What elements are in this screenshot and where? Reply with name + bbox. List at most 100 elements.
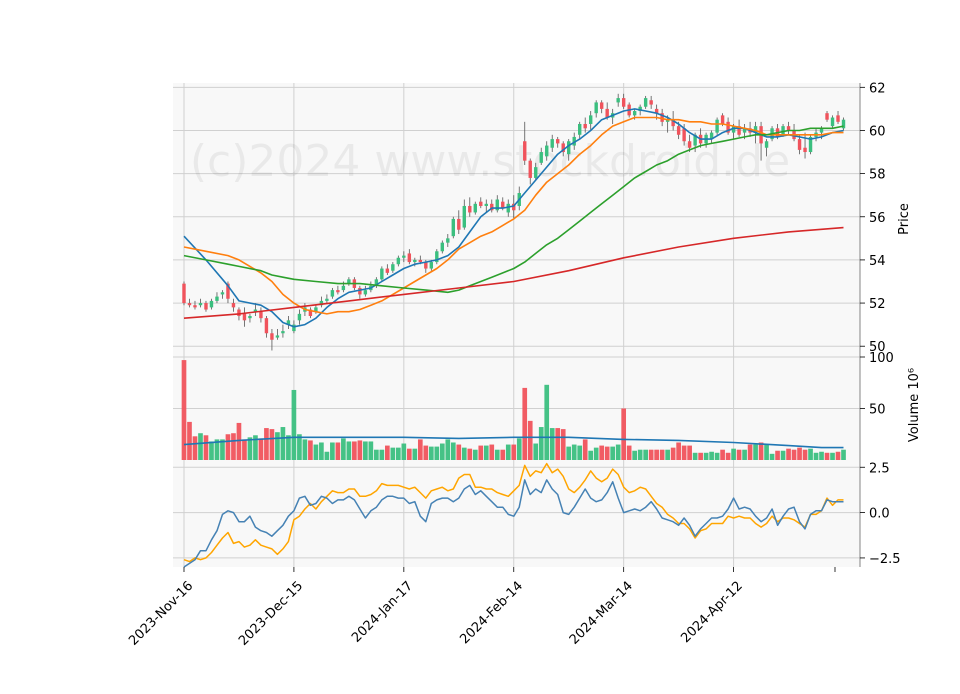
candle-down bbox=[797, 139, 802, 150]
volume-bar-down bbox=[621, 408, 627, 460]
candle-down bbox=[193, 305, 197, 308]
volume-bar-up bbox=[665, 449, 670, 460]
candle-down bbox=[726, 121, 730, 133]
volume-bar-down bbox=[225, 434, 231, 460]
volume-bar-up bbox=[742, 449, 747, 460]
volume-bar-down bbox=[527, 420, 533, 460]
x-tick-label: 2023-Nov-16 bbox=[126, 579, 196, 649]
candle-down bbox=[605, 108, 609, 118]
volume-axis-label: Volume 10⁶ bbox=[907, 368, 922, 442]
candle-up bbox=[495, 199, 499, 211]
volume-average-line bbox=[183, 436, 844, 449]
volume-bar-down bbox=[423, 445, 429, 460]
volume-bar-down bbox=[385, 445, 390, 460]
candle-up bbox=[643, 98, 648, 107]
volume-bar-up bbox=[450, 442, 456, 460]
candle-down bbox=[660, 113, 664, 122]
candle-down bbox=[649, 100, 653, 105]
volume-bar-up bbox=[780, 450, 786, 460]
volume-bar-up bbox=[253, 435, 258, 460]
volume-bar-down bbox=[648, 449, 654, 460]
candle-up bbox=[325, 298, 329, 301]
candle-up bbox=[808, 136, 813, 153]
candle-down bbox=[270, 333, 274, 340]
y-tick-label: 52 bbox=[869, 297, 886, 312]
volume-bar-up bbox=[538, 427, 544, 460]
candle-up bbox=[753, 126, 758, 133]
y-tick-label: 60 bbox=[869, 124, 886, 139]
volume-bar-up bbox=[516, 438, 522, 460]
volume-bar-down bbox=[231, 433, 236, 460]
volume-bar-up bbox=[379, 449, 385, 460]
volume-bar-up bbox=[505, 444, 511, 460]
candle-up bbox=[275, 335, 280, 338]
volume-bar-down bbox=[626, 445, 632, 460]
volume-bar-down bbox=[489, 444, 495, 460]
candle-up bbox=[731, 126, 736, 133]
candle-down bbox=[385, 268, 390, 273]
x-tick-label: 2024-Apr-12 bbox=[678, 579, 745, 646]
candle-up bbox=[588, 115, 593, 124]
candle-up bbox=[830, 117, 835, 127]
candle-up bbox=[841, 119, 846, 129]
candle-down bbox=[457, 218, 461, 230]
volume-bar-up bbox=[428, 446, 434, 460]
candle-down bbox=[204, 303, 208, 310]
volume-bar-up bbox=[764, 444, 769, 460]
candle-up bbox=[380, 268, 384, 280]
volume-bar-down bbox=[269, 429, 275, 460]
candle-down bbox=[528, 160, 532, 178]
candle-up bbox=[391, 264, 395, 271]
candle-up bbox=[638, 106, 642, 112]
volume-bar-up bbox=[439, 443, 445, 460]
volume-bar-down bbox=[467, 448, 473, 460]
moving-average-line-ma-slow bbox=[183, 125, 844, 294]
candle-down bbox=[226, 283, 230, 299]
volume-bar-up bbox=[324, 451, 330, 460]
candle-down bbox=[720, 115, 725, 124]
candle-up bbox=[297, 313, 302, 321]
oscillator-line-osc-blue bbox=[183, 479, 844, 568]
candle-up bbox=[594, 102, 598, 114]
candle-down bbox=[187, 303, 192, 306]
x-tick-label: 2024-Feb-14 bbox=[457, 579, 526, 648]
volume-bar-up bbox=[291, 389, 297, 460]
candle-down bbox=[599, 102, 604, 109]
volume-bar-down bbox=[335, 442, 341, 460]
y-tick-label: 56 bbox=[869, 211, 886, 226]
candle-up bbox=[253, 309, 258, 312]
volume-bar-up bbox=[637, 449, 643, 460]
volume-bar-down bbox=[775, 450, 780, 460]
volume-bar-up bbox=[461, 447, 467, 460]
volume-bar-down bbox=[456, 444, 462, 460]
candle-up bbox=[292, 324, 296, 332]
candle-up bbox=[781, 126, 785, 135]
volume-bar-down bbox=[802, 449, 808, 460]
volume-bar-up bbox=[703, 452, 709, 460]
candle-up bbox=[341, 285, 346, 291]
price-axis-label: Price bbox=[897, 203, 912, 235]
candle-down bbox=[242, 313, 247, 321]
volume-bar-down bbox=[725, 452, 731, 460]
candle-up bbox=[709, 132, 714, 140]
candle-down bbox=[556, 139, 560, 144]
volume-bar-up bbox=[593, 447, 599, 460]
volume-bar-down bbox=[824, 452, 830, 460]
candle-down bbox=[654, 108, 659, 114]
y-tick-label: 2.5 bbox=[869, 461, 890, 476]
osc-panel-background bbox=[173, 460, 860, 567]
candle-up bbox=[462, 205, 466, 228]
volume-bar-up bbox=[434, 446, 440, 460]
candle-up bbox=[446, 238, 450, 243]
volume-bar-up bbox=[302, 439, 308, 460]
volume-bar-down bbox=[187, 421, 192, 460]
candle-up bbox=[715, 119, 719, 133]
volume-bar-up bbox=[714, 452, 720, 460]
y-tick-label: 0.0 bbox=[869, 507, 890, 522]
volume-bar-up bbox=[412, 448, 418, 460]
volume-bar-up bbox=[588, 450, 594, 460]
y-tick-label: 54 bbox=[869, 254, 886, 269]
candle-up bbox=[413, 259, 417, 263]
y-tick-label: 100 bbox=[869, 351, 894, 366]
volume-bar-up bbox=[769, 453, 775, 460]
